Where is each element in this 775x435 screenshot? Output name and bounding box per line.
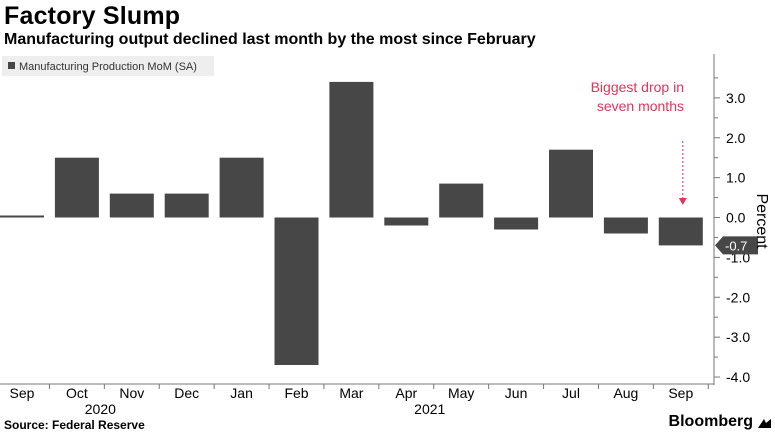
x-tick-label: Jun bbox=[505, 385, 528, 401]
bar-may-8 bbox=[439, 183, 484, 218]
chart-title: Factory Slump bbox=[4, 2, 181, 30]
annotation-text-line: seven months bbox=[597, 98, 684, 114]
chart-subtitle: Manufacturing output declined last month… bbox=[4, 31, 536, 48]
bar-apr-7 bbox=[384, 217, 429, 226]
x-tick-label: Jul bbox=[562, 385, 580, 401]
x-axis: Sep Oct Nov Dec Jan Feb Mar Apr May Jun Jul Aug Sep 2… bbox=[0, 383, 714, 417]
bar-sep-12 bbox=[658, 217, 703, 246]
year-label: 2021 bbox=[414, 401, 445, 417]
bar-aug-11 bbox=[603, 217, 648, 234]
legend-swatch bbox=[8, 62, 15, 69]
y-tick-label: -4.0 bbox=[726, 369, 750, 385]
x-tick-label: Aug bbox=[613, 385, 638, 401]
last-value-badge bbox=[715, 236, 758, 255]
bar-nov-2 bbox=[109, 193, 154, 218]
y-tick-label: -2.0 bbox=[726, 289, 750, 305]
legend-background bbox=[2, 56, 214, 76]
bar-jan-4 bbox=[219, 157, 264, 218]
bar-jun-9 bbox=[494, 217, 539, 230]
bars-group bbox=[0, 81, 703, 365]
x-tick-label: Mar bbox=[339, 385, 363, 401]
last-value-label: -0.7 bbox=[725, 238, 747, 253]
y-tick-label: 2.0 bbox=[726, 130, 746, 146]
bar-sep-0 bbox=[0, 215, 44, 218]
y-tick-label: 3.0 bbox=[726, 90, 746, 106]
x-tick-label: Feb bbox=[284, 385, 308, 401]
x-tick-label: Jan bbox=[230, 385, 253, 401]
y-tick-label: 0.0 bbox=[726, 210, 746, 226]
x-tick-label: May bbox=[448, 385, 474, 401]
x-tick-label: Dec bbox=[174, 385, 199, 401]
x-tick-label: Apr bbox=[395, 385, 417, 401]
year-label: 2020 bbox=[85, 401, 116, 417]
annotation-text-line: Biggest drop in bbox=[591, 79, 684, 95]
source-note: Source: Federal Reserve bbox=[4, 418, 145, 432]
y-axis: -4.0-3.0-2.00.01.02.03.0-1.0-0.7 Percent bbox=[713, 54, 770, 385]
brand-logo: Bloomberg bbox=[668, 413, 753, 430]
x-tick-label: Nov bbox=[119, 385, 144, 401]
bar-mar-6 bbox=[329, 81, 374, 218]
bar-feb-5 bbox=[274, 217, 319, 365]
x-tick-label: Sep bbox=[10, 385, 35, 401]
y-tick-label: 1.0 bbox=[726, 170, 746, 186]
legend-label: Manufacturing Production MoM (SA) bbox=[19, 61, 197, 73]
legend: Manufacturing Production MoM (SA) bbox=[2, 56, 214, 76]
x-tick-label: Oct bbox=[66, 385, 88, 401]
bar-dec-3 bbox=[164, 193, 209, 218]
bar-jul-10 bbox=[549, 149, 593, 218]
y-tick-label: -3.0 bbox=[726, 329, 750, 345]
annotation-arrow-head-icon bbox=[678, 198, 687, 205]
y-axis-title: Percent bbox=[753, 193, 770, 249]
annotation: Biggest drop in seven months bbox=[591, 79, 687, 205]
bar-oct-1 bbox=[54, 157, 99, 218]
x-tick-label: Sep bbox=[668, 385, 693, 401]
bloomberg-mark-icon bbox=[758, 419, 771, 428]
